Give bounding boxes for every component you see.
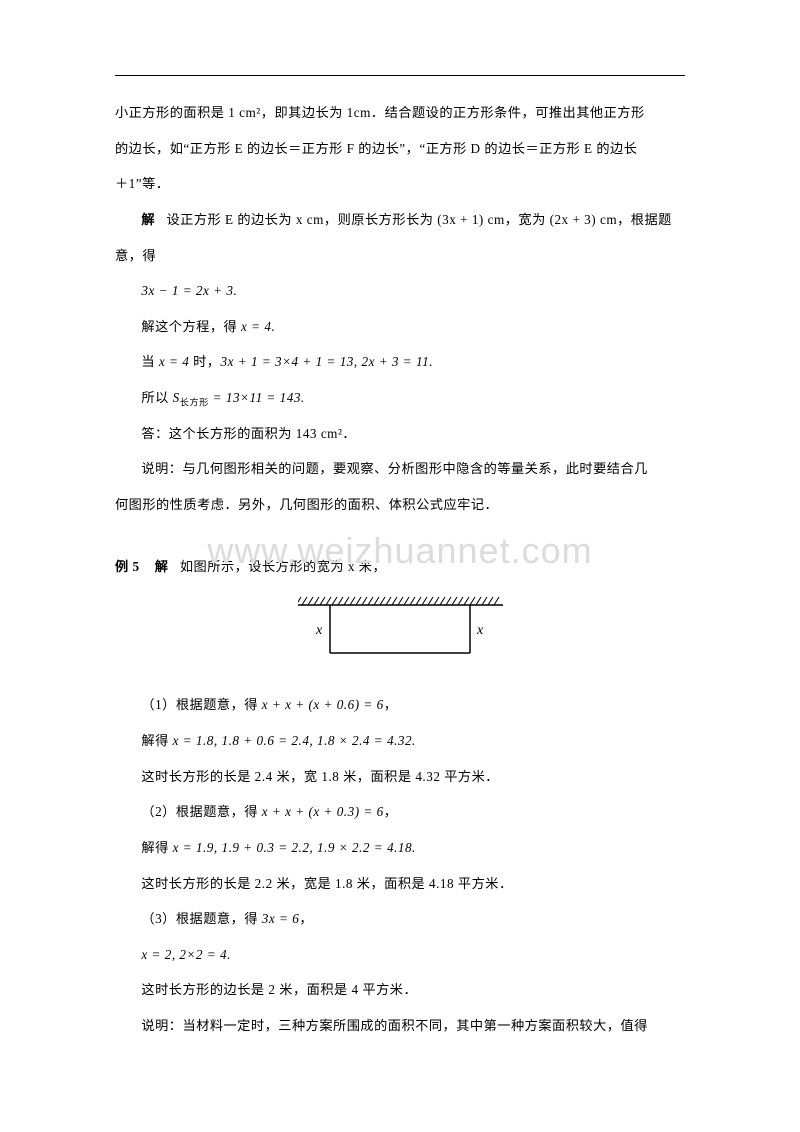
solution-start: 解 设正方形 E 的边长为 x cm，则原长方形长为 (3x + 1) cm，宽… — [115, 202, 685, 238]
example-5-solution-label: 解 — [155, 559, 169, 574]
case1-result: 这时长方形的长是 2.4 米，宽 1.8 米，面积是 4.32 平方米． — [115, 759, 685, 795]
equation-2: 解这个方程，得 x = 4. — [115, 309, 685, 345]
top-rule — [115, 75, 685, 76]
intro-line-2: 的边长，如“正方形 E 的边长＝正方形 F 的边长”，“正方形 D 的边长＝正方… — [115, 131, 685, 167]
case2-eq: （2）根据题意，得 x + x + (x + 0.3) = 6， — [115, 794, 685, 830]
solution-label: 解 — [141, 212, 155, 227]
note1-a: 说明：与几何图形相关的问题，要观察、分析图形中隐含的等量关系，此时要结合几 — [115, 451, 685, 487]
case3-result: 这时长方形的边长是 2 米，面积是 4 平方米． — [115, 972, 685, 1008]
note2: 说明：当材料一定时，三种方案所围成的面积不同，其中第一种方案面积较大，值得 — [115, 1008, 685, 1044]
example-5-text: 如图所示，设长方形的宽为 x 米， — [180, 559, 386, 574]
intro-line-1: 小正方形的面积是 1 cm²，即其边长为 1cm．结合题设的正方形条件，可推出其… — [115, 95, 685, 131]
svg-text:x: x — [476, 623, 484, 638]
answer-line: 答：这个长方形的面积为 143 cm²． — [115, 416, 685, 452]
solution-text-b: 意，得 — [115, 238, 685, 274]
case2-result: 这时长方形的长是 2.2 米，宽是 1.8 米，面积是 4.18 平方米． — [115, 866, 685, 902]
case3-eq: （3）根据题意，得 3x = 6， — [115, 901, 685, 937]
solution-text-a: 设正方形 E 的边长为 x cm，则原长方形长为 (3x + 1) cm，宽为 … — [166, 212, 671, 227]
case2-solve: 解得 x = 1.9, 1.9 + 0.3 = 2.2, 1.9 × 2.2 =… — [115, 830, 685, 866]
case1-eq: （1）根据题意，得 x + x + (x + 0.6) = 6， — [115, 687, 685, 723]
figure: xx — [115, 594, 685, 669]
svg-text:x: x — [315, 623, 323, 638]
example-5-label: 例 5 — [115, 559, 140, 574]
case3-solve: x = 2, 2×2 = 4. — [115, 937, 685, 973]
equation-4: 所以 S长方形 = 13×11 = 143. — [115, 380, 685, 416]
equation-1: 3x − 1 = 2x + 3. — [115, 273, 685, 309]
example-5-start: 例 5 解 如图所示，设长方形的宽为 x 米， — [115, 549, 685, 585]
case1-solve: 解得 x = 1.8, 1.8 + 0.6 = 2.4, 1.8 × 2.4 =… — [115, 723, 685, 759]
intro-line-3: ＋1”等． — [115, 166, 685, 202]
equation-3: 当 x = 4 时，3x + 1 = 3×4 + 1 = 13, 2x + 3 … — [115, 344, 685, 380]
figure-svg: xx — [298, 594, 503, 664]
note1-b: 何图形的性质考虑．另外，几何图形的面积、体积公式应牢记． — [115, 487, 685, 523]
